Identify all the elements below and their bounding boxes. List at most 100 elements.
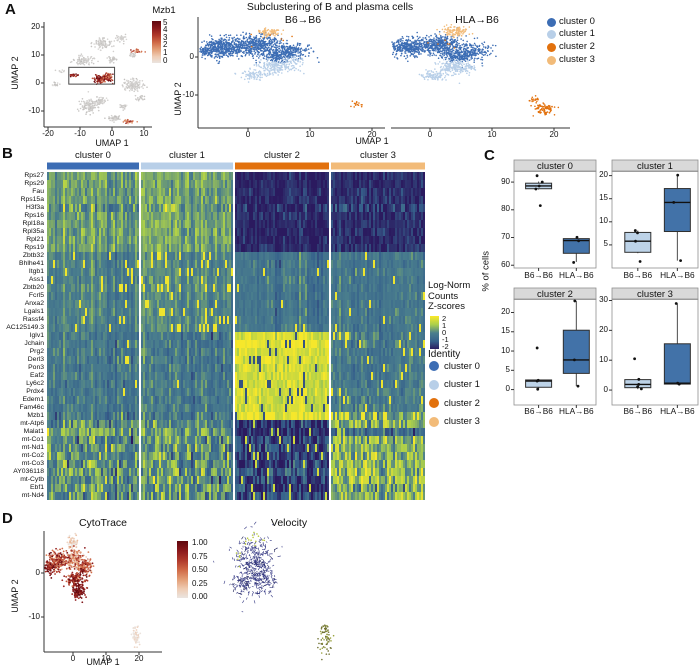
tick-label: -10 xyxy=(182,89,194,99)
gene-label: AC125149.3 xyxy=(6,324,44,332)
gene-label: mt-Co3 xyxy=(21,460,44,468)
tick-label: 10 xyxy=(101,654,111,663)
tick-label: 10 xyxy=(31,49,40,59)
tick-label: 0 xyxy=(427,130,433,139)
gene-label: Pon3 xyxy=(28,364,44,372)
tick-label: 30 xyxy=(599,294,608,304)
identity-legend-title: Identity xyxy=(428,349,461,360)
x-tick-label: HLA→B6 xyxy=(660,406,695,416)
sample-b6-label: B6→B6 xyxy=(284,14,322,26)
panel-b-label: B xyxy=(2,145,13,162)
colorbar-tick-label: 2 xyxy=(163,40,168,50)
gene-label: Rps27 xyxy=(24,172,44,180)
colorbar-tick-label: -2 xyxy=(442,342,449,352)
d-y-axis-label: UMAP 2 xyxy=(9,579,20,613)
velocity-title: Velocity xyxy=(270,517,308,529)
tick-label: 5 xyxy=(505,364,510,374)
x-tick-label: HLA→B6 xyxy=(559,406,594,416)
identity-item-label: cluster 1 xyxy=(444,379,480,390)
colorbar-tick-label: 4 xyxy=(163,25,168,35)
tick-label: 0 xyxy=(603,384,608,394)
gene-label: Iglv1 xyxy=(29,332,44,340)
gene-label: Bhlhe41 xyxy=(19,260,44,268)
percent-cells-axis-label: % of cells xyxy=(480,250,492,292)
gene-label: mt-Nd4 xyxy=(21,492,44,500)
colorbar-tick-label: 0 xyxy=(163,55,168,65)
gene-label: H3f3a xyxy=(25,204,44,212)
tick-label: 10 xyxy=(487,130,497,139)
gene-label: Rps15a xyxy=(20,196,44,204)
tick-label: 15 xyxy=(501,326,510,336)
gene-label: Ebf1 xyxy=(30,484,44,492)
legend-item-label: cluster 2 xyxy=(559,41,595,53)
x-tick-label: HLA→B6 xyxy=(559,269,594,280)
gene-label: Rpl35a xyxy=(22,228,44,236)
gene-label: Jchain xyxy=(24,340,44,348)
tick-label: 0 xyxy=(505,384,510,394)
colorbar-tick-label: 0.50 xyxy=(192,565,208,574)
colorbar-tick-label: 0.75 xyxy=(192,551,208,561)
gene-label: AY036118 xyxy=(13,468,44,476)
tick-label: 5 xyxy=(603,239,608,249)
identity-swatch-cluster-2 xyxy=(429,398,439,408)
gene-label: Rpl21 xyxy=(26,236,44,244)
legend-item-label: cluster 1 xyxy=(559,28,595,40)
gene-label: Rps16 xyxy=(24,212,44,220)
colorbar-tick-label: 0 xyxy=(442,327,447,337)
identity-swatch-cluster-1 xyxy=(429,379,439,390)
identity-item-label: cluster 3 xyxy=(444,416,480,427)
gene-label: Zbtb32 xyxy=(22,252,44,260)
gene-label: Fcrl5 xyxy=(28,292,44,300)
tick-label: 20 xyxy=(31,21,40,31)
d-x-axis-label: UMAP 1 xyxy=(86,657,120,667)
colorbar-tick-label: 0.25 xyxy=(192,578,208,588)
gene-label: Fam46c xyxy=(19,404,44,412)
heatmap-cluster-header: cluster 2 xyxy=(264,149,300,161)
tick-label: -10 xyxy=(74,128,86,138)
gene-label: Prg2 xyxy=(29,348,44,356)
gene-label: mt-Atp6 xyxy=(20,420,44,428)
heatmap-cluster-header: cluster 3 xyxy=(360,149,396,161)
subclustering-title: Subclustering of B and plasma cells xyxy=(246,1,414,13)
tick-label: 20 xyxy=(599,170,608,180)
colorbar-tick-label: 1 xyxy=(442,320,447,330)
x-tick-label: B6→B6 xyxy=(623,406,653,416)
panel-c-label: C xyxy=(484,147,495,164)
gene-label: Ly6c2 xyxy=(26,380,44,388)
tick-label: 0 xyxy=(189,51,194,61)
gene-label: Eaf2 xyxy=(30,372,44,380)
tick-label: 10 xyxy=(305,130,315,139)
tick-label: 10 xyxy=(599,354,608,364)
identity-item-label: cluster 0 xyxy=(444,360,480,372)
tick-label: 0 xyxy=(245,130,251,139)
legend-item-label: cluster 0 xyxy=(559,15,595,27)
colorbar-tick-label: 1 xyxy=(163,47,168,57)
colorbar-tick-label: 3 xyxy=(163,32,168,42)
gene-label: Derl3 xyxy=(27,356,44,364)
x-tick-label: B6→B6 xyxy=(623,269,653,280)
gene-label: Mzb1 xyxy=(27,412,44,420)
identity-item-label: cluster 2 xyxy=(444,397,480,409)
panel-a-label: A xyxy=(5,1,16,18)
gene-label: mt-Co1 xyxy=(21,436,44,444)
tick-label: 0 xyxy=(109,128,115,138)
gene-label: Malat1 xyxy=(23,428,44,436)
colorbar-tick-label: 2 xyxy=(442,313,447,323)
tick-label: 0 xyxy=(35,77,40,87)
facet-title: cluster 1 xyxy=(637,160,673,172)
legend-swatch-cluster-3 xyxy=(547,55,556,65)
tick-label: 20 xyxy=(134,654,144,663)
colorbar-tick-label: 0.00 xyxy=(192,592,208,601)
gene-label: Ass1 xyxy=(28,276,44,284)
tick-label: 10 xyxy=(139,128,149,138)
legend-swatch-cluster-2 xyxy=(547,43,556,53)
tick-label: -20 xyxy=(42,128,54,138)
heatmap-cluster-header: cluster 0 xyxy=(75,149,111,161)
panel-d-label: D xyxy=(2,510,13,527)
identity-swatch-cluster-0 xyxy=(429,361,439,371)
mzb1-colorbar-title: Mzb1 xyxy=(152,5,176,16)
tick-label: 20 xyxy=(549,130,559,139)
tick-label: 20 xyxy=(367,130,377,139)
gene-label: Rpl18a xyxy=(22,220,44,228)
